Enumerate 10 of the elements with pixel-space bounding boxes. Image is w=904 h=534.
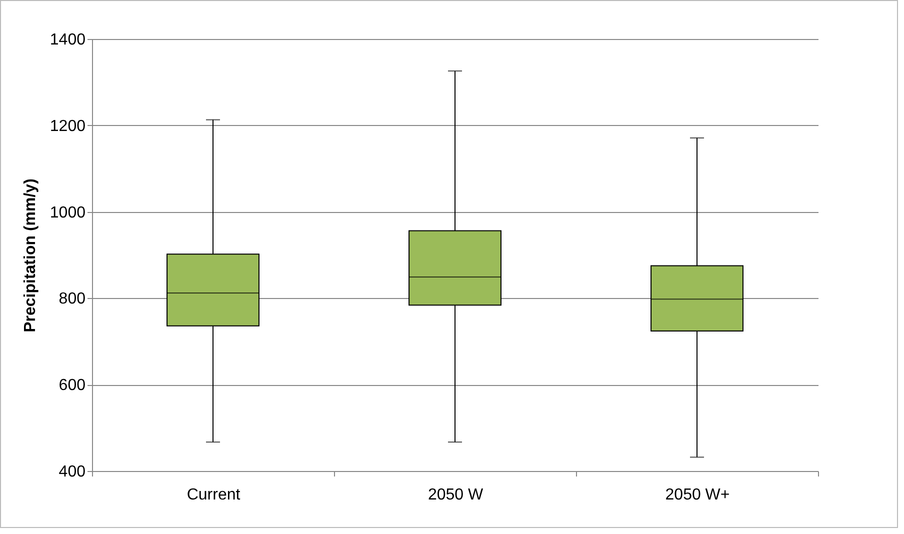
y-tick-label: 400 (58, 464, 86, 480)
y-tick-label: 600 (58, 377, 86, 394)
y-tick-label: 800 (58, 290, 86, 308)
y-tick-label: 1400 (50, 32, 86, 48)
y-tick-label: 1000 (50, 204, 86, 222)
x-tick-label: Current (186, 486, 241, 504)
y-axis-title: Precipitation (mm/y) (22, 178, 39, 332)
y-tick-label: 1200 (50, 118, 86, 135)
x-tick-label: 2050 W (428, 486, 484, 504)
x-tick-label: 2050 W+ (665, 486, 730, 504)
